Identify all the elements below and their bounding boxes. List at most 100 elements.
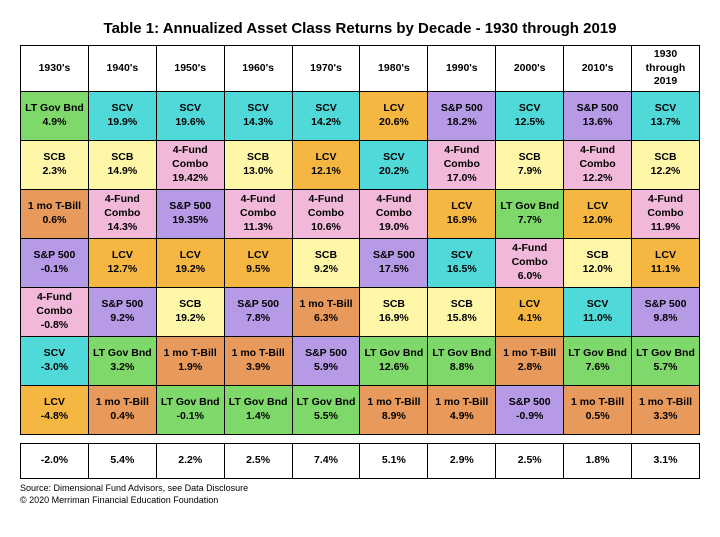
asset-label: S&P 500 xyxy=(226,298,291,312)
asset-label: 1 mo T-Bill xyxy=(158,347,223,361)
return-value: 6.0% xyxy=(497,270,562,284)
data-cell: LCV4.1% xyxy=(496,287,564,336)
asset-label: LT Gov Bnd xyxy=(22,102,87,116)
data-cell: LT Gov Bnd12.6% xyxy=(360,336,428,385)
header-row: 1930's1940's1950's1960's1970's1980's1990… xyxy=(21,46,700,92)
data-cell: 1 mo T-Bill1.9% xyxy=(156,336,224,385)
return-value: 4.9% xyxy=(429,410,494,424)
col-header: 1930's xyxy=(21,46,89,92)
asset-label: SCV xyxy=(294,102,359,116)
return-value: 11.1% xyxy=(633,263,698,277)
return-value: 19.6% xyxy=(158,116,223,130)
col-header: 1970's xyxy=(292,46,360,92)
table-row: S&P 500-0.1%LCV12.7%LCV19.2%LCV9.5%SCB9.… xyxy=(21,238,700,287)
summary-cell: 5.1% xyxy=(360,443,428,478)
asset-label: LCV xyxy=(361,102,426,116)
table-title: Table 1: Annualized Asset Class Returns … xyxy=(20,20,700,37)
asset-label: LCV xyxy=(294,151,359,165)
return-value: 12.0% xyxy=(565,263,630,277)
return-value: 6.3% xyxy=(294,312,359,326)
data-cell: 1 mo T-Bill0.6% xyxy=(21,189,89,238)
return-value: 9.2% xyxy=(90,312,155,326)
return-value: 8.8% xyxy=(429,361,494,375)
data-cell: SCB13.0% xyxy=(224,140,292,189)
return-value: -0.1% xyxy=(22,263,87,277)
data-cell: 4-Fund Combo-0.8% xyxy=(21,287,89,336)
return-value: 12.5% xyxy=(497,116,562,130)
return-value: 3.2% xyxy=(90,361,155,375)
data-cell: S&P 5009.8% xyxy=(632,287,700,336)
asset-label: SCB xyxy=(361,298,426,312)
return-value: 13.6% xyxy=(565,116,630,130)
data-cell: 4-Fund Combo11.3% xyxy=(224,189,292,238)
return-value: 11.0% xyxy=(565,312,630,326)
asset-label: 4-Fund Combo xyxy=(633,193,698,220)
return-value: 19.2% xyxy=(158,263,223,277)
data-cell: 4-Fund Combo6.0% xyxy=(496,238,564,287)
asset-label: LCV xyxy=(90,249,155,263)
footer-source: Source: Dimensional Fund Advisors, see D… xyxy=(20,483,700,495)
data-cell: 1 mo T-Bill0.5% xyxy=(564,385,632,434)
data-cell: SCB19.2% xyxy=(156,287,224,336)
return-value: 12.2% xyxy=(565,172,630,186)
return-value: 5.5% xyxy=(294,410,359,424)
return-value: 1.9% xyxy=(158,361,223,375)
data-cell: 4-Fund Combo11.9% xyxy=(632,189,700,238)
data-cell: S&P 50017.5% xyxy=(360,238,428,287)
return-value: 17.5% xyxy=(361,263,426,277)
col-header: 1980's xyxy=(360,46,428,92)
return-value: 3.9% xyxy=(226,361,291,375)
return-value: -4.8% xyxy=(22,410,87,424)
data-cell: SCB15.8% xyxy=(428,287,496,336)
data-cell: 4-Fund Combo12.2% xyxy=(564,140,632,189)
asset-label: 1 mo T-Bill xyxy=(429,396,494,410)
data-cell: 1 mo T-Bill2.8% xyxy=(496,336,564,385)
summary-table: -2.0%5.4%2.2%2.5%7.4%5.1%2.9%2.5%1.8%3.1… xyxy=(20,443,700,479)
returns-table: 1930's1940's1950's1960's1970's1980's1990… xyxy=(20,45,700,435)
data-cell: LT Gov Bnd-0.1% xyxy=(156,385,224,434)
data-cell: SCV14.3% xyxy=(224,91,292,140)
return-value: 20.6% xyxy=(361,116,426,130)
summary-cell: 2.9% xyxy=(428,443,496,478)
asset-label: SCB xyxy=(90,151,155,165)
asset-label: SCB xyxy=(497,151,562,165)
return-value: 0.6% xyxy=(22,214,87,228)
asset-label: SCB xyxy=(22,151,87,165)
asset-label: S&P 500 xyxy=(565,102,630,116)
summary-cell: 2.5% xyxy=(496,443,564,478)
data-cell: LT Gov Bnd4.9% xyxy=(21,91,89,140)
data-cell: LCV-4.8% xyxy=(21,385,89,434)
data-cell: SCV12.5% xyxy=(496,91,564,140)
return-value: 7.9% xyxy=(497,165,562,179)
data-cell: SCV16.5% xyxy=(428,238,496,287)
table-row: LCV-4.8%1 mo T-Bill0.4%LT Gov Bnd-0.1%LT… xyxy=(21,385,700,434)
return-value: -0.1% xyxy=(158,410,223,424)
data-cell: LCV16.9% xyxy=(428,189,496,238)
data-cell: SCB12.0% xyxy=(564,238,632,287)
data-cell: S&P 500-0.1% xyxy=(21,238,89,287)
return-value: 4.1% xyxy=(497,312,562,326)
asset-label: SCV xyxy=(633,102,698,116)
data-cell: LCV20.6% xyxy=(360,91,428,140)
data-cell: SCB9.2% xyxy=(292,238,360,287)
table-row: SCB2.3%SCB14.9%4-Fund Combo19.42%SCB13.0… xyxy=(21,140,700,189)
return-value: 14.2% xyxy=(294,116,359,130)
return-value: 16.9% xyxy=(361,312,426,326)
data-cell: S&P 50013.6% xyxy=(564,91,632,140)
data-cell: LCV11.1% xyxy=(632,238,700,287)
data-cell: SCV13.7% xyxy=(632,91,700,140)
return-value: 19.9% xyxy=(90,116,155,130)
return-value: 9.5% xyxy=(226,263,291,277)
data-cell: S&P 5009.2% xyxy=(88,287,156,336)
summary-cell: 2.5% xyxy=(224,443,292,478)
data-cell: 1 mo T-Bill6.3% xyxy=(292,287,360,336)
asset-label: LCV xyxy=(429,200,494,214)
data-cell: LCV19.2% xyxy=(156,238,224,287)
col-header: 1940's xyxy=(88,46,156,92)
asset-label: SCB xyxy=(158,298,223,312)
asset-label: LCV xyxy=(22,396,87,410)
col-header: 1930 through 2019 xyxy=(632,46,700,92)
data-cell: SCV19.9% xyxy=(88,91,156,140)
return-value: 12.2% xyxy=(633,165,698,179)
data-cell: LT Gov Bnd7.7% xyxy=(496,189,564,238)
